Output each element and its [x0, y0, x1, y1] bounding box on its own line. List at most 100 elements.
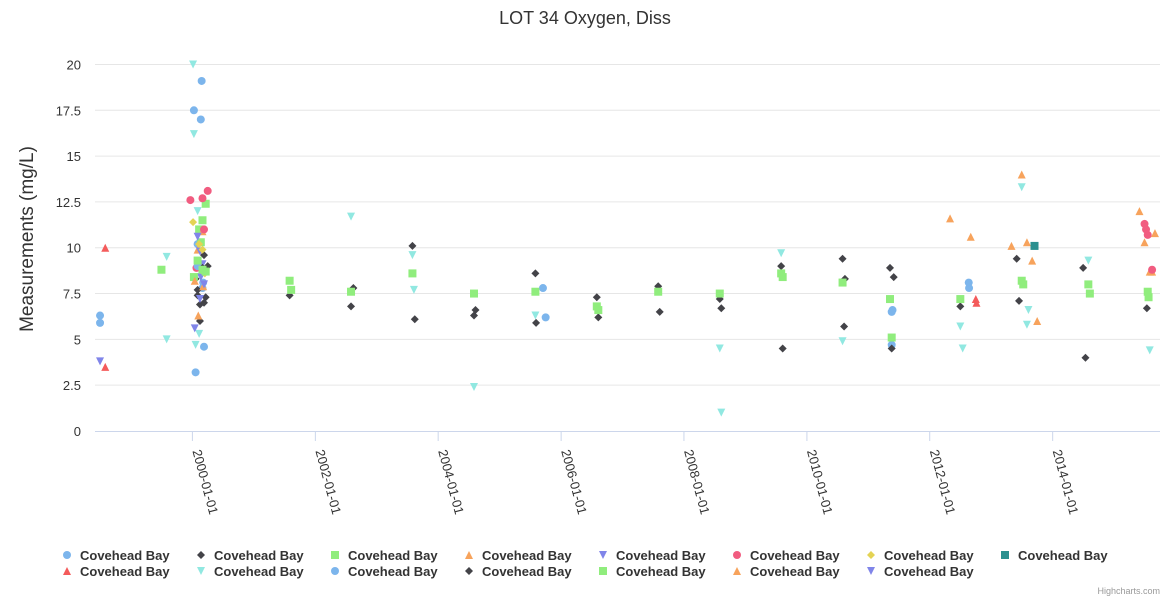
legend-item[interactable]: Covehead Bay: [197, 548, 304, 563]
data-point[interactable]: [347, 302, 356, 311]
data-point[interactable]: [1148, 265, 1157, 274]
data-point[interactable]: [1024, 306, 1033, 315]
legend-symbol[interactable]: [599, 551, 607, 559]
data-point[interactable]: [194, 311, 203, 320]
data-point[interactable]: [101, 243, 110, 252]
data-point[interactable]: [1143, 230, 1152, 239]
data-point[interactable]: [189, 130, 198, 139]
legend-symbol[interactable]: [599, 567, 607, 575]
legend-symbol[interactable]: [197, 551, 205, 559]
data-point[interactable]: [887, 307, 896, 316]
data-point[interactable]: [1140, 238, 1149, 247]
data-point[interactable]: [195, 225, 204, 234]
data-point[interactable]: [592, 293, 601, 302]
data-point[interactable]: [195, 329, 204, 338]
data-point[interactable]: [1017, 183, 1026, 192]
data-point[interactable]: [966, 232, 975, 241]
data-point[interactable]: [777, 249, 786, 258]
legend-item[interactable]: Covehead Bay: [867, 548, 974, 563]
legend-symbol[interactable]: [63, 551, 71, 559]
data-point[interactable]: [190, 276, 199, 285]
data-point[interactable]: [778, 273, 787, 282]
data-point[interactable]: [1142, 304, 1151, 313]
data-point[interactable]: [655, 307, 664, 316]
data-point[interactable]: [410, 315, 419, 324]
data-point[interactable]: [887, 344, 896, 353]
legend-item[interactable]: Covehead Bay: [1001, 548, 1108, 563]
data-point[interactable]: [193, 207, 202, 216]
data-point[interactable]: [531, 311, 540, 320]
data-point[interactable]: [532, 318, 541, 327]
legend-symbol[interactable]: [63, 567, 71, 575]
legend-symbol[interactable]: [465, 567, 473, 575]
data-point[interactable]: [408, 269, 417, 278]
data-point[interactable]: [956, 302, 965, 311]
legend-item[interactable]: Covehead Bay: [63, 548, 170, 563]
data-point[interactable]: [469, 383, 478, 392]
data-point[interactable]: [157, 265, 166, 274]
data-point[interactable]: [717, 408, 726, 417]
data-point[interactable]: [96, 318, 105, 327]
data-point[interactable]: [887, 333, 896, 342]
data-point[interactable]: [1081, 353, 1090, 362]
legend-item[interactable]: Covehead Bay: [465, 564, 572, 579]
data-point[interactable]: [886, 295, 895, 304]
data-point[interactable]: [203, 186, 212, 195]
data-point[interactable]: [200, 225, 209, 234]
legend-item[interactable]: Covehead Bay: [599, 564, 706, 579]
data-point[interactable]: [195, 295, 204, 304]
data-point[interactable]: [96, 357, 105, 366]
data-point[interactable]: [198, 216, 207, 225]
legend-symbol[interactable]: [867, 567, 875, 575]
data-point[interactable]: [1019, 280, 1028, 289]
data-point[interactable]: [409, 285, 418, 294]
data-point[interactable]: [1079, 263, 1088, 272]
data-point[interactable]: [198, 194, 207, 203]
data-point[interactable]: [956, 322, 965, 331]
data-point[interactable]: [1017, 170, 1026, 179]
legend-item[interactable]: Covehead Bay: [331, 548, 438, 563]
data-point[interactable]: [193, 232, 202, 241]
data-point[interactable]: [1143, 287, 1152, 296]
data-point[interactable]: [778, 344, 787, 353]
data-point[interactable]: [717, 304, 726, 313]
data-point[interactable]: [1084, 256, 1093, 265]
data-point[interactable]: [531, 287, 540, 296]
data-point[interactable]: [715, 289, 724, 298]
data-point[interactable]: [1084, 280, 1093, 289]
data-point[interactable]: [189, 218, 198, 227]
data-point[interactable]: [971, 295, 980, 304]
data-point[interactable]: [196, 115, 205, 124]
data-point[interactable]: [1015, 296, 1024, 305]
data-point[interactable]: [198, 245, 207, 254]
data-point[interactable]: [200, 342, 209, 351]
data-point[interactable]: [1145, 346, 1154, 355]
data-point[interactable]: [889, 273, 898, 282]
data-point[interactable]: [96, 311, 105, 320]
data-point[interactable]: [193, 285, 202, 294]
data-point[interactable]: [191, 368, 200, 377]
credits-link[interactable]: Highcharts.com: [1097, 586, 1160, 596]
data-point[interactable]: [715, 344, 724, 353]
legend-symbol[interactable]: [331, 567, 339, 575]
data-point[interactable]: [189, 106, 198, 115]
data-point[interactable]: [162, 335, 171, 344]
data-point[interactable]: [654, 287, 663, 296]
data-point[interactable]: [201, 199, 210, 208]
data-point[interactable]: [1007, 241, 1016, 250]
legend-symbol[interactable]: [733, 567, 741, 575]
data-point[interactable]: [1033, 317, 1042, 326]
data-point[interactable]: [200, 280, 209, 289]
legend-item[interactable]: Covehead Bay: [867, 564, 974, 579]
data-point[interactable]: [965, 284, 974, 293]
data-point[interactable]: [1144, 293, 1153, 302]
legend-item[interactable]: Covehead Bay: [599, 548, 706, 563]
data-point[interactable]: [838, 254, 847, 263]
data-point[interactable]: [189, 60, 198, 69]
data-point[interactable]: [347, 287, 356, 296]
legend-symbol[interactable]: [867, 551, 875, 559]
legend-item[interactable]: Covehead Bay: [733, 564, 840, 579]
data-point[interactable]: [1022, 320, 1031, 329]
data-point[interactable]: [594, 306, 603, 315]
legend-symbol[interactable]: [1001, 551, 1009, 559]
